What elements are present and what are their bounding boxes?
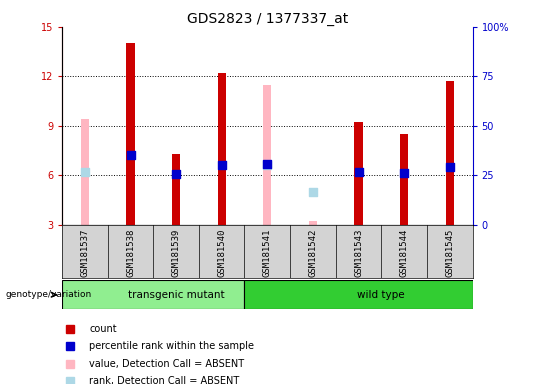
Text: GSM181539: GSM181539 (172, 229, 180, 277)
Bar (218, 73, 226, 225)
Point (80, 169, 89, 175)
Bar (81, 119, 89, 225)
Text: GSM181543: GSM181543 (354, 229, 363, 277)
Point (354, 169, 363, 175)
Point (446, 164, 454, 170)
Text: GSM181541: GSM181541 (263, 229, 272, 277)
Bar (400, 134, 408, 225)
Text: GSM181540: GSM181540 (217, 229, 226, 277)
Text: GSM181538: GSM181538 (126, 229, 135, 277)
Text: percentile rank within the sample: percentile rank within the sample (89, 341, 254, 351)
Point (263, 162, 272, 169)
Text: transgenic mutant: transgenic mutant (128, 290, 225, 300)
Bar (62, 280, 245, 309)
Bar (126, 43, 134, 225)
Point (263, 161, 272, 167)
Bar (245, 280, 472, 309)
Text: count: count (89, 324, 117, 334)
Point (400, 170, 408, 176)
Text: wild type: wild type (357, 290, 405, 300)
Bar (446, 81, 454, 225)
Text: GSM181545: GSM181545 (445, 229, 454, 277)
Point (126, 152, 135, 159)
Text: GSM181542: GSM181542 (308, 229, 318, 277)
Bar (172, 154, 180, 225)
Point (308, 189, 317, 195)
Text: rank, Detection Call = ABSENT: rank, Detection Call = ABSENT (89, 376, 239, 384)
Title: GDS2823 / 1377337_at: GDS2823 / 1377337_at (187, 12, 348, 26)
Text: GSM181537: GSM181537 (80, 229, 90, 277)
Text: GSM181544: GSM181544 (400, 229, 409, 277)
Bar (354, 122, 362, 225)
Bar (309, 221, 317, 225)
Bar (263, 84, 272, 225)
Text: genotype/variation: genotype/variation (5, 290, 92, 299)
Point (172, 171, 180, 177)
Point (218, 162, 226, 169)
Text: value, Detection Call = ABSENT: value, Detection Call = ABSENT (89, 359, 244, 369)
